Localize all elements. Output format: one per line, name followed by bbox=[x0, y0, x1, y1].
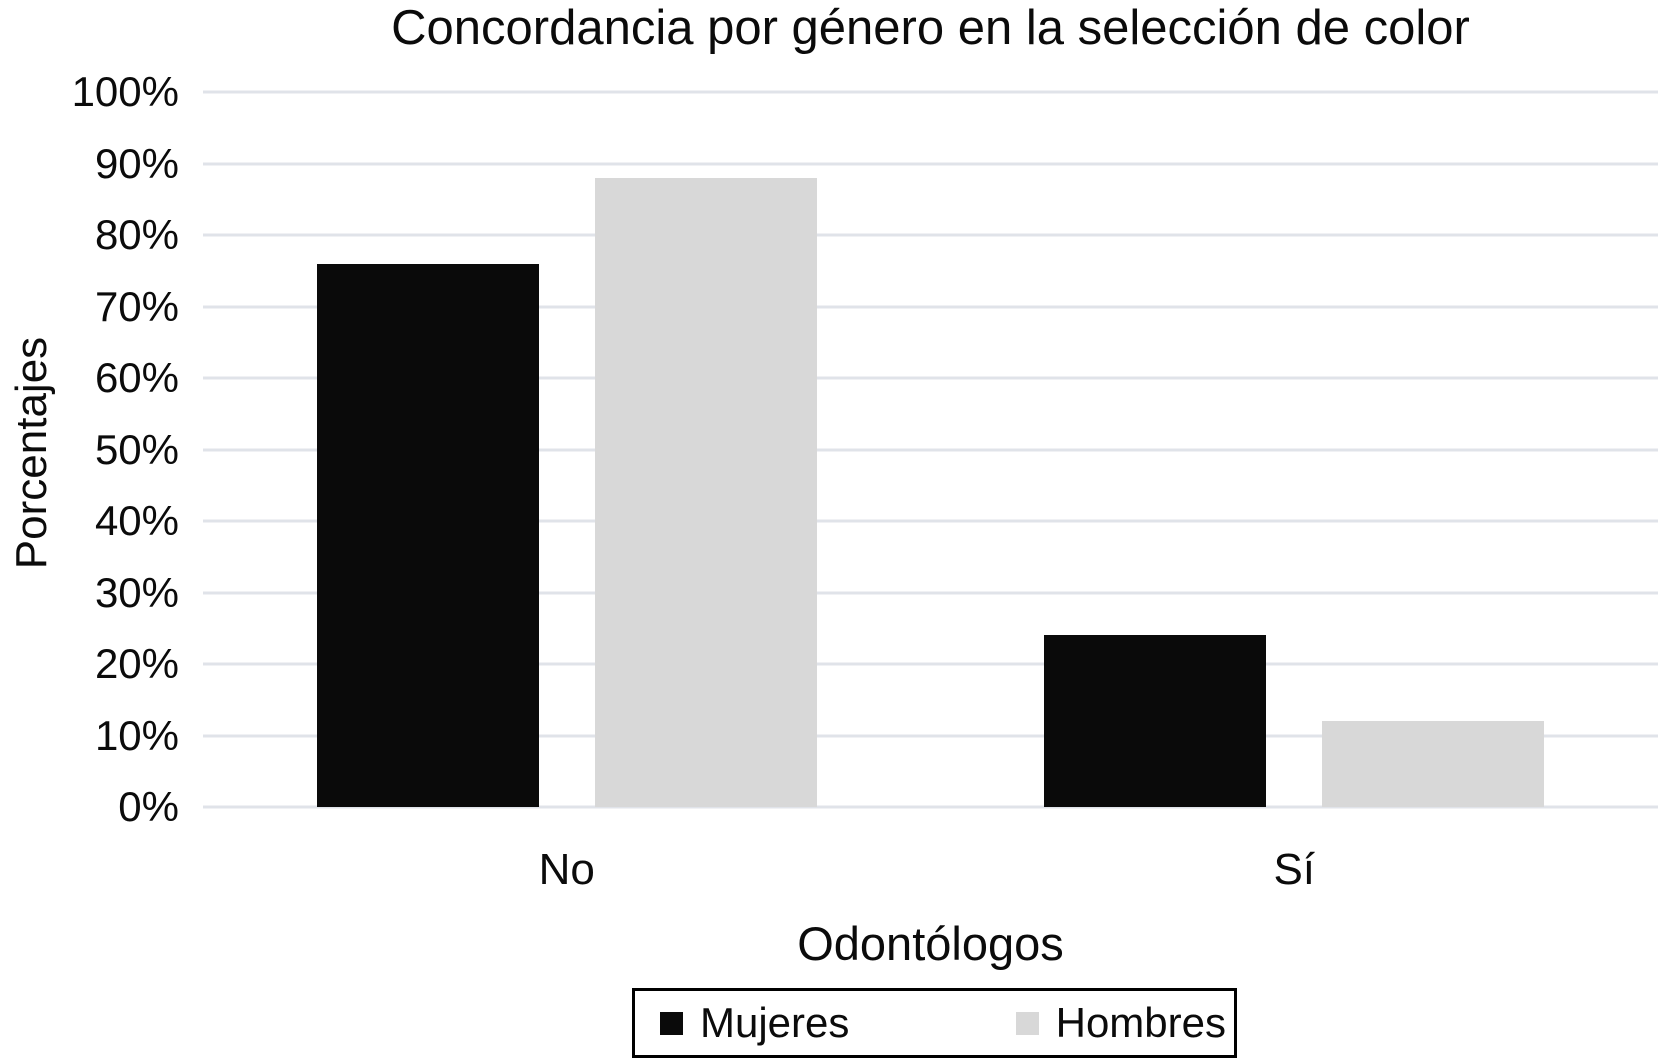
legend-swatch-hombres bbox=[1015, 1011, 1039, 1035]
x-tick-label-si: Sí bbox=[1273, 845, 1316, 894]
chart-title: Concordancia por género en la selección … bbox=[391, 1, 1470, 55]
gridline-80 bbox=[203, 233, 1658, 237]
bar-hombres-si bbox=[1322, 721, 1545, 807]
legend-item-mujeres: Mujeres bbox=[660, 1002, 849, 1044]
bar-mujeres-si bbox=[1044, 635, 1267, 807]
legend-swatch-mujeres bbox=[660, 1011, 683, 1035]
legend-label-mujeres: Mujeres bbox=[700, 999, 850, 1046]
bar-hombres-no bbox=[594, 177, 817, 807]
gridline-20 bbox=[203, 662, 1658, 666]
x-tick-label-no: No bbox=[538, 845, 595, 894]
gridline-30 bbox=[203, 591, 1658, 594]
gridline-90 bbox=[203, 162, 1658, 165]
gridline-50 bbox=[203, 448, 1658, 451]
bar-group-no bbox=[203, 92, 931, 807]
gridline-100 bbox=[203, 90, 1658, 94]
gridline-0 bbox=[203, 805, 1658, 809]
gridline-40 bbox=[203, 519, 1658, 523]
legend: Mujeres Hombres bbox=[632, 988, 1237, 1058]
gridline-70 bbox=[203, 305, 1658, 308]
plot-area: 0% 10% 20% 30% 40% 50% 60% 70% 80% 90% 100% No Sí bbox=[72, 71, 1659, 894]
x-axis-title: Odontólogos bbox=[797, 917, 1064, 970]
bar-group-si bbox=[931, 92, 1659, 807]
gridline-10 bbox=[203, 734, 1658, 737]
legend-item-hombres: Hombres bbox=[1015, 999, 1226, 1046]
gridline-60 bbox=[203, 376, 1658, 380]
legend-label-hombres: Hombres bbox=[1055, 999, 1226, 1046]
y-axis-title: Porcentajes bbox=[7, 336, 56, 570]
bar-mujeres-no bbox=[316, 263, 539, 807]
